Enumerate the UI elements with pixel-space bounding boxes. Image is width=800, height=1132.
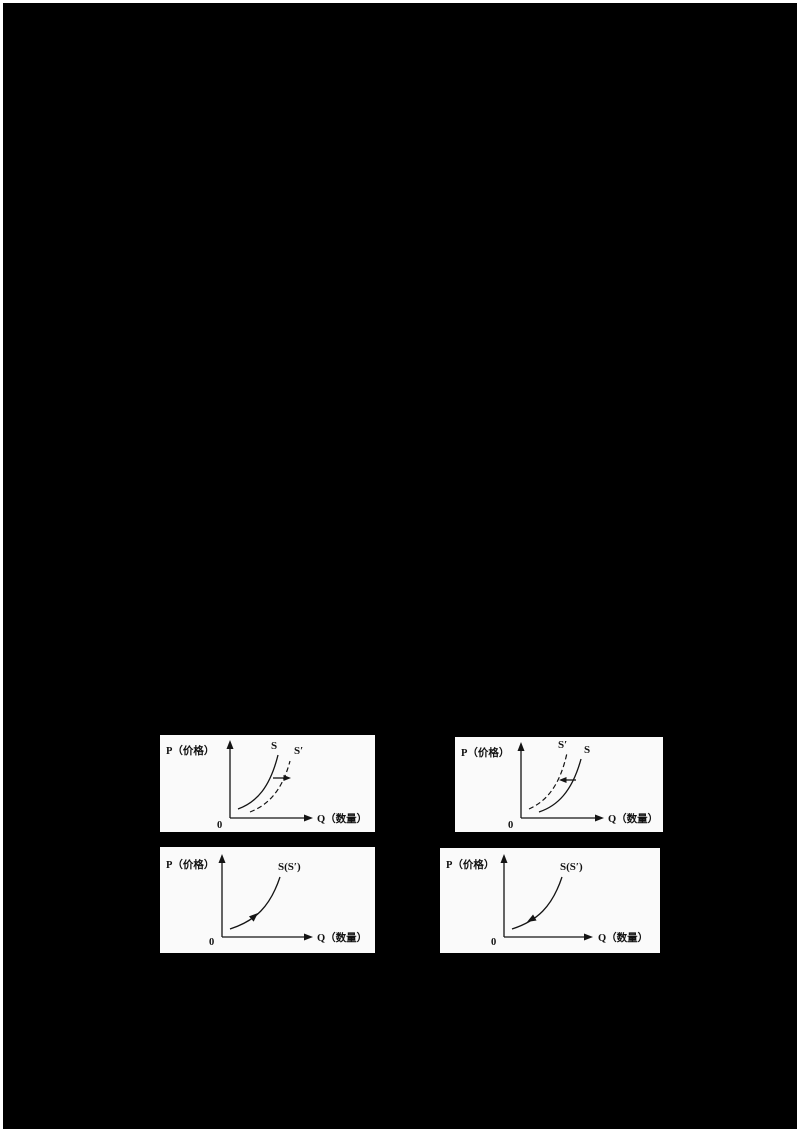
x-axis-arrow-icon xyxy=(584,933,593,941)
supply-curve-label: S(S′) xyxy=(560,861,583,873)
y-axis-label: P（价格） xyxy=(446,858,494,871)
origin-label: 0 xyxy=(217,820,222,831)
movement-up-arrow-icon xyxy=(248,913,258,922)
supply-curve-dashed xyxy=(249,760,291,813)
supply-curve-solid xyxy=(538,758,582,813)
x-axis-label: Q（数量） xyxy=(317,931,367,944)
movement-up-plot: P（价格） Q（数量） 0 S(S′) xyxy=(166,854,367,948)
shift-left-arrow-icon xyxy=(559,777,567,783)
x-axis-arrow-icon xyxy=(595,814,604,822)
supply-curve-label: S xyxy=(584,744,590,756)
panel-movement-down-along-curve: P（价格） Q（数量） 0 S(S′) xyxy=(440,848,660,953)
y-axis-arrow-icon xyxy=(226,740,234,749)
supply-curve xyxy=(229,876,281,930)
supply-curve-label: S xyxy=(271,740,277,752)
y-axis-arrow-icon xyxy=(218,854,226,863)
shifted-supply-curve-label: S′ xyxy=(558,739,567,751)
x-axis-label: Q（数量） xyxy=(598,931,648,944)
shift-right-arrow-icon xyxy=(283,775,291,781)
x-axis-label: Q（数量） xyxy=(317,812,367,825)
supply-shift-right-plot: P（价格） Q（数量） 0 S S′ xyxy=(166,740,367,831)
black-background xyxy=(3,3,797,1129)
y-axis-arrow-icon xyxy=(500,854,508,863)
movement-down-arrow-icon xyxy=(527,914,537,922)
supply-shift-left-plot: P（价格） Q（数量） 0 S′ S xyxy=(461,739,658,831)
supply-curve xyxy=(511,876,563,930)
origin-label: 0 xyxy=(508,820,513,831)
origin-label: 0 xyxy=(491,937,496,948)
origin-label: 0 xyxy=(209,937,214,948)
supply-curve-label: S(S′) xyxy=(278,861,301,873)
y-axis-arrow-icon xyxy=(517,742,525,751)
x-axis-arrow-icon xyxy=(304,933,313,941)
y-axis-label: P（价格） xyxy=(461,746,509,759)
supply-curve-dashed xyxy=(528,752,568,810)
supply-curve-solid xyxy=(237,754,279,810)
panel-supply-shift-left: P（价格） Q（数量） 0 S′ S xyxy=(455,737,663,832)
shifted-supply-curve-label: S′ xyxy=(294,745,303,757)
x-axis-arrow-icon xyxy=(304,814,313,822)
panel-supply-shift-right: P（价格） Q（数量） 0 S S′ xyxy=(160,735,375,832)
y-axis-label: P（价格） xyxy=(166,744,214,757)
y-axis-label: P（价格） xyxy=(166,858,214,871)
x-axis-label: Q（数量） xyxy=(608,812,658,825)
panel-movement-up-along-curve: P（价格） Q（数量） 0 S(S′) xyxy=(160,847,375,953)
movement-down-plot: P（价格） Q（数量） 0 S(S′) xyxy=(446,854,648,948)
